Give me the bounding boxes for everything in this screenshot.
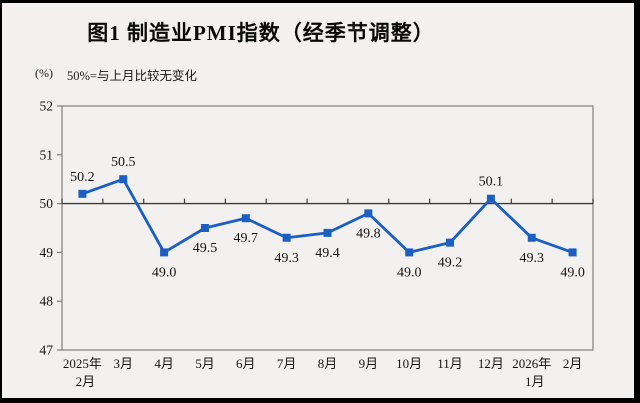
window-border-top <box>0 0 640 3</box>
x-axis-label: 10月 <box>396 356 422 371</box>
x-axis-label: 2025年 2月 <box>63 356 102 389</box>
data-point-label: 49.5 <box>193 241 218 256</box>
window-border-left <box>0 0 2 403</box>
x-axis-label: 4月 <box>154 356 174 371</box>
data-point-label: 49.4 <box>315 246 340 261</box>
data-point-marker <box>282 233 291 242</box>
y-axis-label: 51 <box>40 147 54 162</box>
chart-title: 图1 制造业PMI指数（经季节调整） <box>87 21 435 45</box>
data-point-label: 50.5 <box>111 155 136 170</box>
data-point-marker <box>364 209 373 218</box>
y-axis-label: 48 <box>40 294 54 309</box>
data-point-marker <box>405 248 414 257</box>
data-point-label: 49.0 <box>560 265 585 280</box>
data-point-marker <box>486 194 495 203</box>
data-point-marker <box>527 233 536 242</box>
plot-border <box>61 105 594 351</box>
window-border-bottom <box>0 398 640 403</box>
data-point-label: 49.0 <box>397 265 422 280</box>
data-point-label: 49.2 <box>438 256 463 271</box>
data-point-label: 49.7 <box>234 231 259 246</box>
pmi-line-series <box>81 177 574 254</box>
y-axis-label: 52 <box>40 99 54 114</box>
data-point-label: 49.8 <box>356 226 381 241</box>
x-axis-label: 11月 <box>437 356 463 371</box>
x-axis-label: 6月 <box>236 356 256 371</box>
x-axis-label: 7月 <box>277 356 297 371</box>
data-point-marker <box>78 189 87 198</box>
data-point-label: 50.1 <box>479 175 504 190</box>
data-point-marker <box>119 175 128 184</box>
data-point-label: 50.2 <box>70 170 95 185</box>
data-point-marker <box>568 248 577 257</box>
x-axis-label: 8月 <box>318 356 338 371</box>
x-axis-label: 5月 <box>195 356 215 371</box>
y-axis-label: 47 <box>40 343 54 358</box>
data-point-label: 49.0 <box>152 265 177 280</box>
data-point-marker <box>323 228 332 237</box>
x-axis-label: 9月 <box>359 356 379 371</box>
x-axis-label: 2026年 1月 <box>512 356 551 389</box>
data-point-marker <box>160 248 169 257</box>
y-axis-unit-label: (%) <box>35 66 53 80</box>
x-axis-label: 12月 <box>478 356 504 371</box>
window-border-right <box>634 0 640 403</box>
data-point-marker <box>446 238 455 247</box>
y-axis-label: 49 <box>40 245 54 260</box>
data-point-label: 49.3 <box>519 251 544 266</box>
data-point-marker <box>200 224 209 232</box>
x-axis-label: 3月 <box>114 356 134 371</box>
reference-note: 50%=与上月比较无变化 <box>67 69 197 83</box>
x-axis-label: 2月 <box>563 356 583 371</box>
y-axis-label: 50 <box>40 196 54 211</box>
data-point-marker <box>241 214 250 223</box>
data-point-label: 49.3 <box>274 251 299 266</box>
